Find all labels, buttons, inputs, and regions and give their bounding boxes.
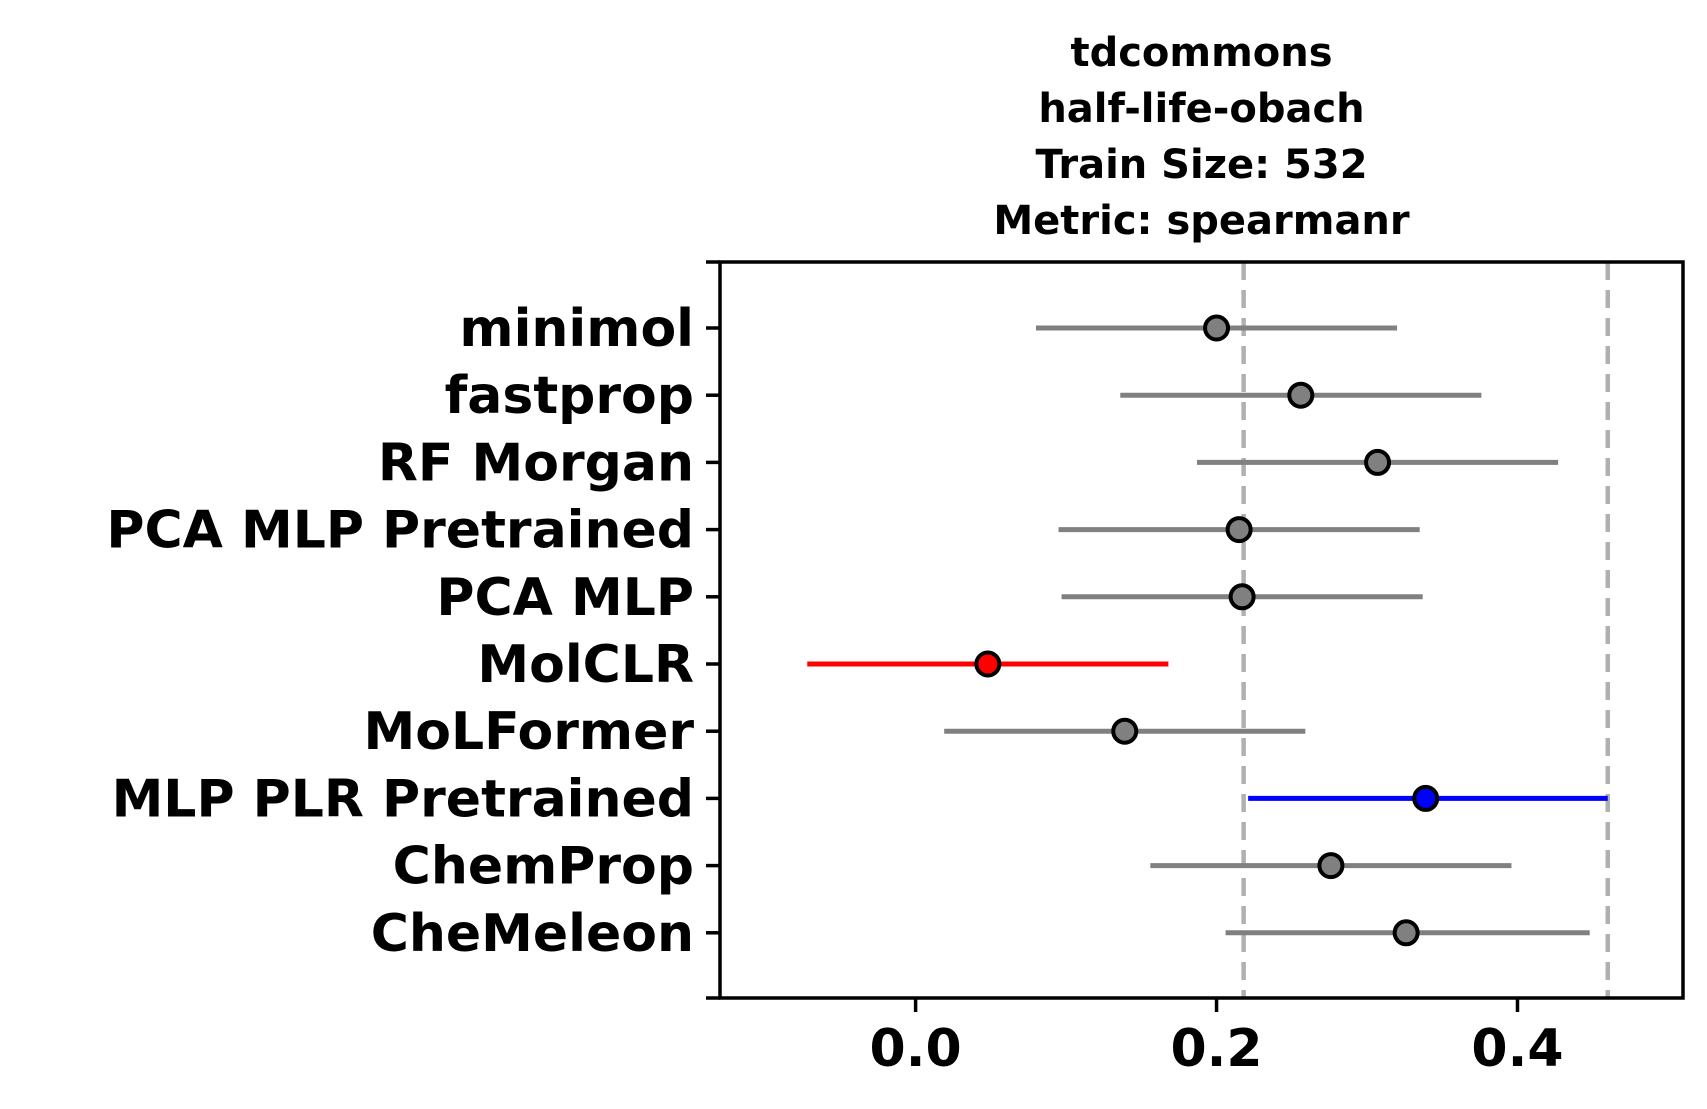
data-point bbox=[1317, 852, 1345, 880]
chart-title: tdcommons half-life-obach Train Size: 532 M… bbox=[993, 30, 1410, 244]
data-point bbox=[1225, 516, 1253, 544]
data-point bbox=[1392, 919, 1420, 947]
data-point bbox=[974, 650, 1002, 678]
title-line: half-life-obach bbox=[1038, 86, 1364, 132]
data-point bbox=[1364, 448, 1392, 476]
plot-frame bbox=[718, 260, 1685, 1000]
x-axis: 0.0 0.2 0.4 bbox=[870, 998, 1564, 1079]
x-tick-label: 0.2 bbox=[1170, 1019, 1262, 1079]
y-tick-label: MoLFormer bbox=[364, 702, 695, 762]
y-tick-label: PCA MLP Pretrained bbox=[106, 501, 694, 561]
y-tick-label: ChemProp bbox=[393, 837, 694, 897]
data-point bbox=[1412, 784, 1440, 812]
title-line: Metric: spearmanr bbox=[993, 198, 1410, 244]
y-tick-label: RF Morgan bbox=[378, 433, 694, 493]
y-tick-label: fastprop bbox=[445, 366, 694, 426]
data-point bbox=[1228, 583, 1256, 611]
data-points bbox=[974, 314, 1440, 947]
data-point bbox=[1111, 717, 1139, 745]
x-tick-label: 0.4 bbox=[1471, 1019, 1563, 1079]
y-tick-label: CheMeleon bbox=[371, 904, 694, 964]
title-line: tdcommons bbox=[1070, 30, 1332, 76]
y-tick-label: PCA MLP bbox=[436, 568, 694, 628]
y-tick-label: MolCLR bbox=[477, 635, 694, 695]
title-line: Train Size: 532 bbox=[1035, 142, 1367, 188]
x-tick-label: 0.0 bbox=[870, 1019, 962, 1079]
data-point bbox=[1203, 314, 1231, 342]
y-tick-label: minimol bbox=[459, 299, 694, 359]
reference-lines bbox=[1241, 262, 1611, 998]
y-tick-label: MLP PLR Pretrained bbox=[112, 769, 694, 829]
y-axis: minimol fastprop RF Morgan PCA MLP Pretrain… bbox=[106, 260, 720, 1000]
data-point bbox=[1287, 381, 1315, 409]
